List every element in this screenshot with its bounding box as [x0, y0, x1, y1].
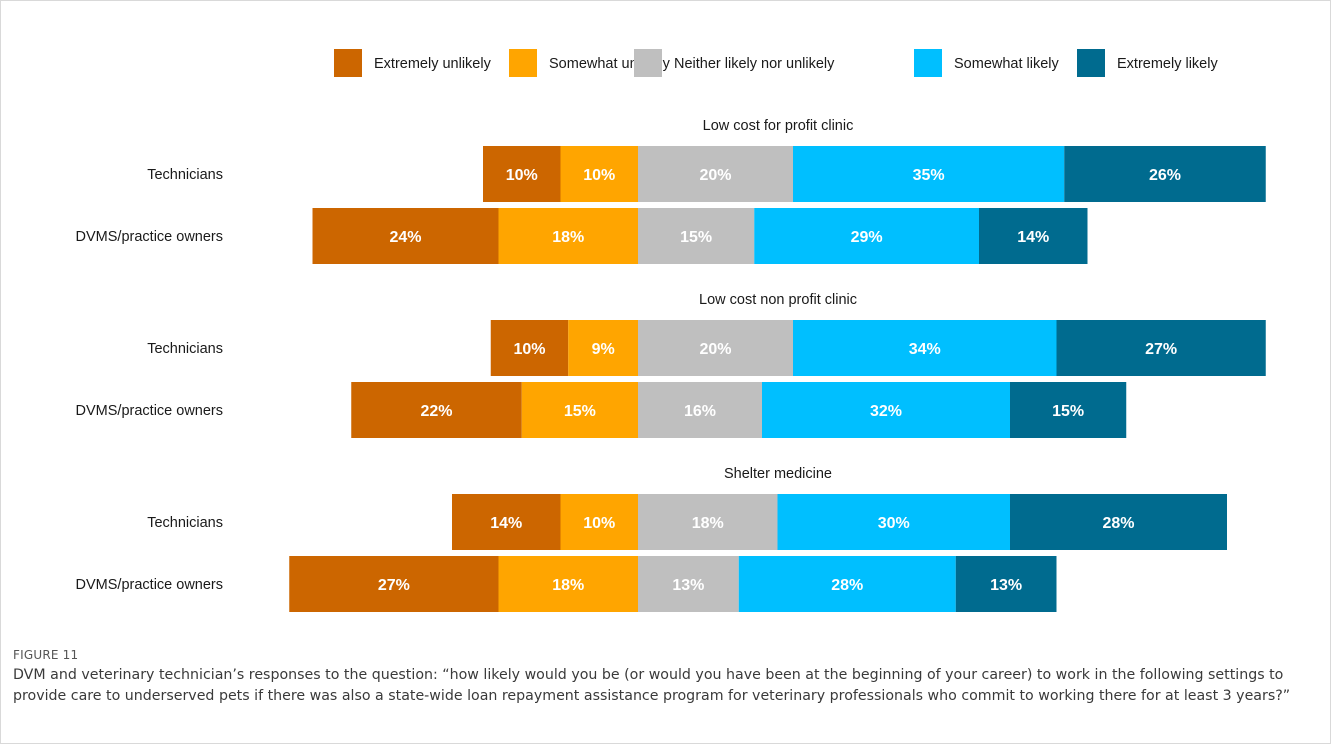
chart-groups: Low cost for profit clinic Technicians 10%…: [76, 118, 1266, 612]
data-label: 28%: [831, 577, 863, 594]
bar-segment: [312, 208, 499, 264]
legend-label-3: Neither likely nor unlikely: [674, 56, 835, 72]
row-label: DVMS/practice owners: [76, 229, 223, 245]
row-label: DVMS/practice owners: [76, 577, 223, 593]
data-label: 28%: [1102, 515, 1134, 532]
bar-segment: [289, 556, 499, 612]
bar-segment: [560, 494, 638, 550]
bar-segment: [452, 494, 561, 550]
bar-segment: [762, 382, 1010, 438]
data-label: 29%: [851, 229, 883, 246]
data-label: 13%: [672, 577, 704, 594]
bar-segment: [979, 208, 1088, 264]
bar-segment: [1010, 382, 1127, 438]
bar-segment: [738, 556, 956, 612]
legend-swatch-1: [334, 49, 362, 77]
data-label: 15%: [564, 403, 596, 420]
data-label: 16%: [684, 403, 716, 420]
data-label: 10%: [583, 167, 615, 184]
data-label: 32%: [870, 403, 902, 420]
legend-swatch-3: [634, 49, 662, 77]
bar-segment: [793, 320, 1057, 376]
bar-segment: [638, 146, 793, 202]
legend-label-5: Extremely likely: [1117, 56, 1218, 72]
data-label: 18%: [692, 515, 724, 532]
bar-segment: [498, 556, 638, 612]
bar-segment: [638, 494, 778, 550]
bar-segment: [1056, 320, 1266, 376]
data-label: 27%: [1145, 341, 1177, 358]
bar-group-2: Low cost non profit clinic Technicians 10%…: [76, 292, 1266, 438]
data-label: 18%: [552, 229, 584, 246]
bar-segment: [754, 208, 979, 264]
data-label: 9%: [592, 341, 615, 358]
group-title: Low cost for profit clinic: [703, 118, 854, 134]
data-label: 15%: [680, 229, 712, 246]
chart-legend: Extremely unlikely Somewhat unlikely Neith…: [334, 49, 1218, 77]
data-label: 10%: [506, 167, 538, 184]
bar-segment: [955, 556, 1057, 612]
data-label: 14%: [1017, 229, 1049, 246]
data-label: 14%: [490, 515, 522, 532]
bar-segment: [638, 320, 793, 376]
bar-segment: [638, 382, 762, 438]
figure-caption: DVM and veterinary technician’s response…: [13, 667, 1291, 704]
legend-label-4: Somewhat likely: [954, 56, 1060, 72]
data-label: 27%: [378, 577, 410, 594]
data-label: 35%: [913, 167, 945, 184]
legend-swatch-2: [509, 49, 537, 77]
bar-segment: [638, 556, 739, 612]
bar-segment: [568, 320, 638, 376]
data-label: 34%: [909, 341, 941, 358]
bar-segment: [521, 382, 638, 438]
data-label: 20%: [699, 341, 731, 358]
legend-swatch-4: [914, 49, 942, 77]
bar-segment: [560, 146, 638, 202]
row-label: DVMS/practice owners: [76, 403, 223, 419]
row-label: Technicians: [147, 341, 223, 357]
bar-segment: [1064, 146, 1266, 202]
bar-segment: [490, 320, 569, 376]
group-title: Shelter medicine: [724, 466, 832, 482]
bar-segment: [483, 146, 561, 202]
data-label: 24%: [389, 229, 421, 246]
data-label: 10%: [513, 341, 545, 358]
figure-label: FIGURE 11: [13, 648, 79, 662]
data-label: 18%: [552, 577, 584, 594]
bar-segment: [498, 208, 638, 264]
bar-segment: [1010, 494, 1227, 550]
stacked-bar-chart: Extremely unlikely Somewhat unlikely Neith…: [76, 49, 1266, 612]
bar-segment: [793, 146, 1065, 202]
row-label: Technicians: [147, 515, 223, 531]
data-label: 30%: [878, 515, 910, 532]
legend-label-1: Extremely unlikely: [374, 56, 492, 72]
data-label: 10%: [583, 515, 615, 532]
data-label: 22%: [420, 403, 452, 420]
legend-swatch-5: [1077, 49, 1105, 77]
data-label: 26%: [1149, 167, 1181, 184]
data-label: 13%: [990, 577, 1022, 594]
row-label: Technicians: [147, 167, 223, 183]
bar-segment: [777, 494, 1010, 550]
bar-segment: [351, 382, 522, 438]
data-label: 15%: [1052, 403, 1084, 420]
bar-group-3: Shelter medicine Technicians 14% 10% 18% 30% 2…: [76, 466, 1227, 612]
group-title: Low cost non profit clinic: [699, 292, 857, 308]
data-label: 20%: [699, 167, 731, 184]
bar-group-1: Low cost for profit clinic Technicians 10%…: [76, 118, 1266, 264]
bar-segment: [638, 208, 755, 264]
